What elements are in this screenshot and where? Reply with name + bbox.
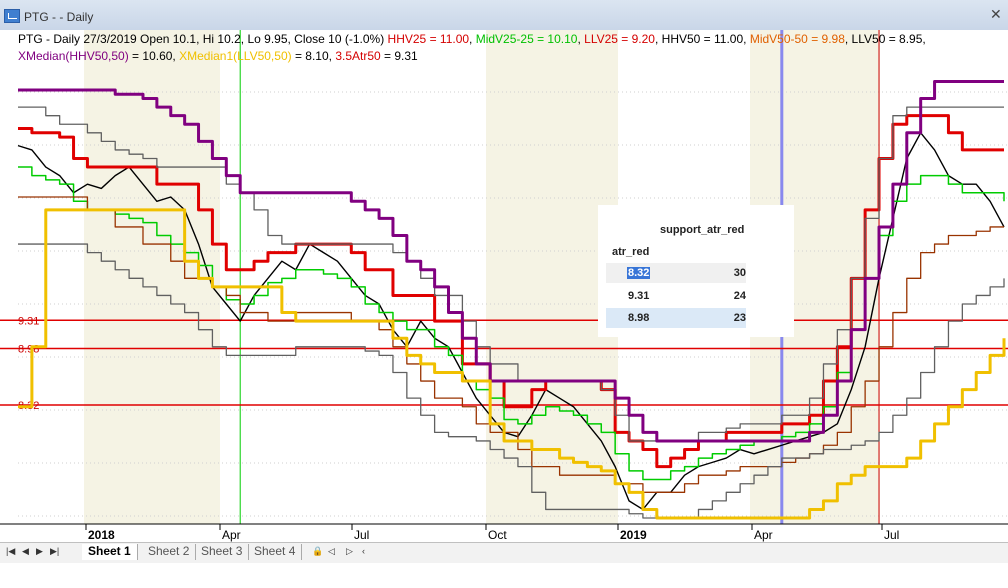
popup-row-key: 9.31 (628, 290, 650, 302)
tab-sheet-2[interactable]: Sheet 2 (142, 544, 197, 560)
series-line (18, 208, 1006, 520)
header-segment: 3.5Atr50 (335, 49, 381, 63)
popup-row[interactable]: 8.98 23 (606, 308, 746, 328)
popup-column-header: atr_red (612, 246, 650, 258)
x-tick-label: Oct (488, 528, 507, 542)
header-line-1: PTG - Daily 27/3/2019 Open 10.1, Hi 10.2… (18, 31, 926, 48)
tab-sheet-3[interactable]: Sheet 3 (195, 544, 250, 560)
tab-sheet-4[interactable]: Sheet 4 (248, 544, 303, 560)
header-segment: = 10.60, (128, 49, 180, 63)
header-segment: = 8.10, (291, 49, 336, 63)
series-line (18, 106, 1004, 442)
x-tick-label: 2019 (620, 528, 647, 542)
first-sheet-icon[interactable]: |◀ (6, 546, 16, 556)
series-line (18, 79, 1004, 443)
chart-plot-area[interactable]: 2018 Apr Jul Oct 2019 Apr Jul 9.31 8.98 8.32 (0, 30, 1008, 542)
scroll-left-icon[interactable]: ◁ (328, 546, 335, 556)
header-segment: LLV25 = 9.20 (584, 32, 655, 46)
header-segment: MidV25-25 = 10.10 (475, 32, 578, 46)
header-line-2: XMedian(HHV50,50) = 10.60, XMedian1(LLV5… (18, 48, 926, 65)
x-tick-label: Apr (754, 528, 773, 542)
last-sheet-icon[interactable]: ▶| (50, 546, 60, 556)
header-segment: MidV50-50 = 9.98 (749, 32, 845, 46)
chart-header: PTG - Daily 27/3/2019 Open 10.1, Hi 10.2… (18, 31, 926, 65)
header-segment: , HHV50 = 11.00, (654, 32, 750, 46)
header-segment: PTG - Daily 27/3/2019 Open 10.1, Hi 10.2… (18, 32, 388, 46)
x-tick-label: Jul (354, 528, 369, 542)
window-titlebar: PTG - - Daily ✕ (0, 0, 1008, 30)
series-line (18, 114, 1004, 469)
x-tick-label: 2018 (88, 528, 115, 542)
window-title: PTG - - Daily (24, 10, 94, 24)
popup-row-key: 8.32 (627, 267, 651, 279)
header-segment: HHV25 = 11.00 (387, 32, 470, 46)
header-segment: XMedian(HHV50,50) (18, 49, 129, 63)
next-sheet-icon[interactable]: ▶ (36, 546, 43, 556)
popup-row-value: 24 (733, 290, 746, 302)
popup-row-value: 30 (733, 267, 746, 279)
header-segment: = 9.31 (380, 49, 418, 63)
header-segment: , (577, 32, 585, 46)
support-atr-popup[interactable]: support_atr_red atr_red 8.32 30 9.31 24 8.… (598, 205, 794, 337)
header-segment: , (469, 32, 476, 46)
series-line (17, 132, 1005, 511)
x-tick-label: Apr (222, 528, 241, 542)
tab-sheet-1[interactable]: Sheet 1 (82, 544, 138, 560)
popup-title: support_atr_red (660, 224, 745, 236)
header-segment: , LLV50 = 8.95, (844, 32, 926, 46)
bottom-filler (0, 563, 1008, 588)
close-icon[interactable]: ✕ (990, 6, 1002, 22)
popup-row[interactable]: 8.32 30 (606, 263, 746, 283)
price-chart[interactable]: 2018 Apr Jul Oct 2019 Apr Jul 9.31 8.98 8.32 (0, 30, 1008, 542)
support-label: 9.31 (18, 315, 39, 327)
prev-sheet-icon[interactable]: ◀ (22, 546, 29, 556)
lock-icon[interactable]: 🔒 (312, 546, 324, 556)
chart-app-icon (4, 9, 20, 23)
popup-row-value: 23 (733, 312, 746, 324)
series-line (18, 243, 1005, 519)
scroll-right-icon[interactable]: ▷ (346, 546, 353, 556)
tab-scroll-icon[interactable]: ‹ (362, 546, 365, 556)
header-segment: XMedian1(LLV50,50) (179, 49, 292, 63)
sheet-tab-bar: |◀ ◀ ▶ ▶| Sheet 1 Sheet 2 Sheet 3 Sheet … (0, 542, 1008, 563)
x-tick-label: Jul (884, 528, 899, 542)
popup-row[interactable]: 9.31 24 (606, 286, 746, 306)
popup-row-key: 8.98 (628, 312, 650, 324)
